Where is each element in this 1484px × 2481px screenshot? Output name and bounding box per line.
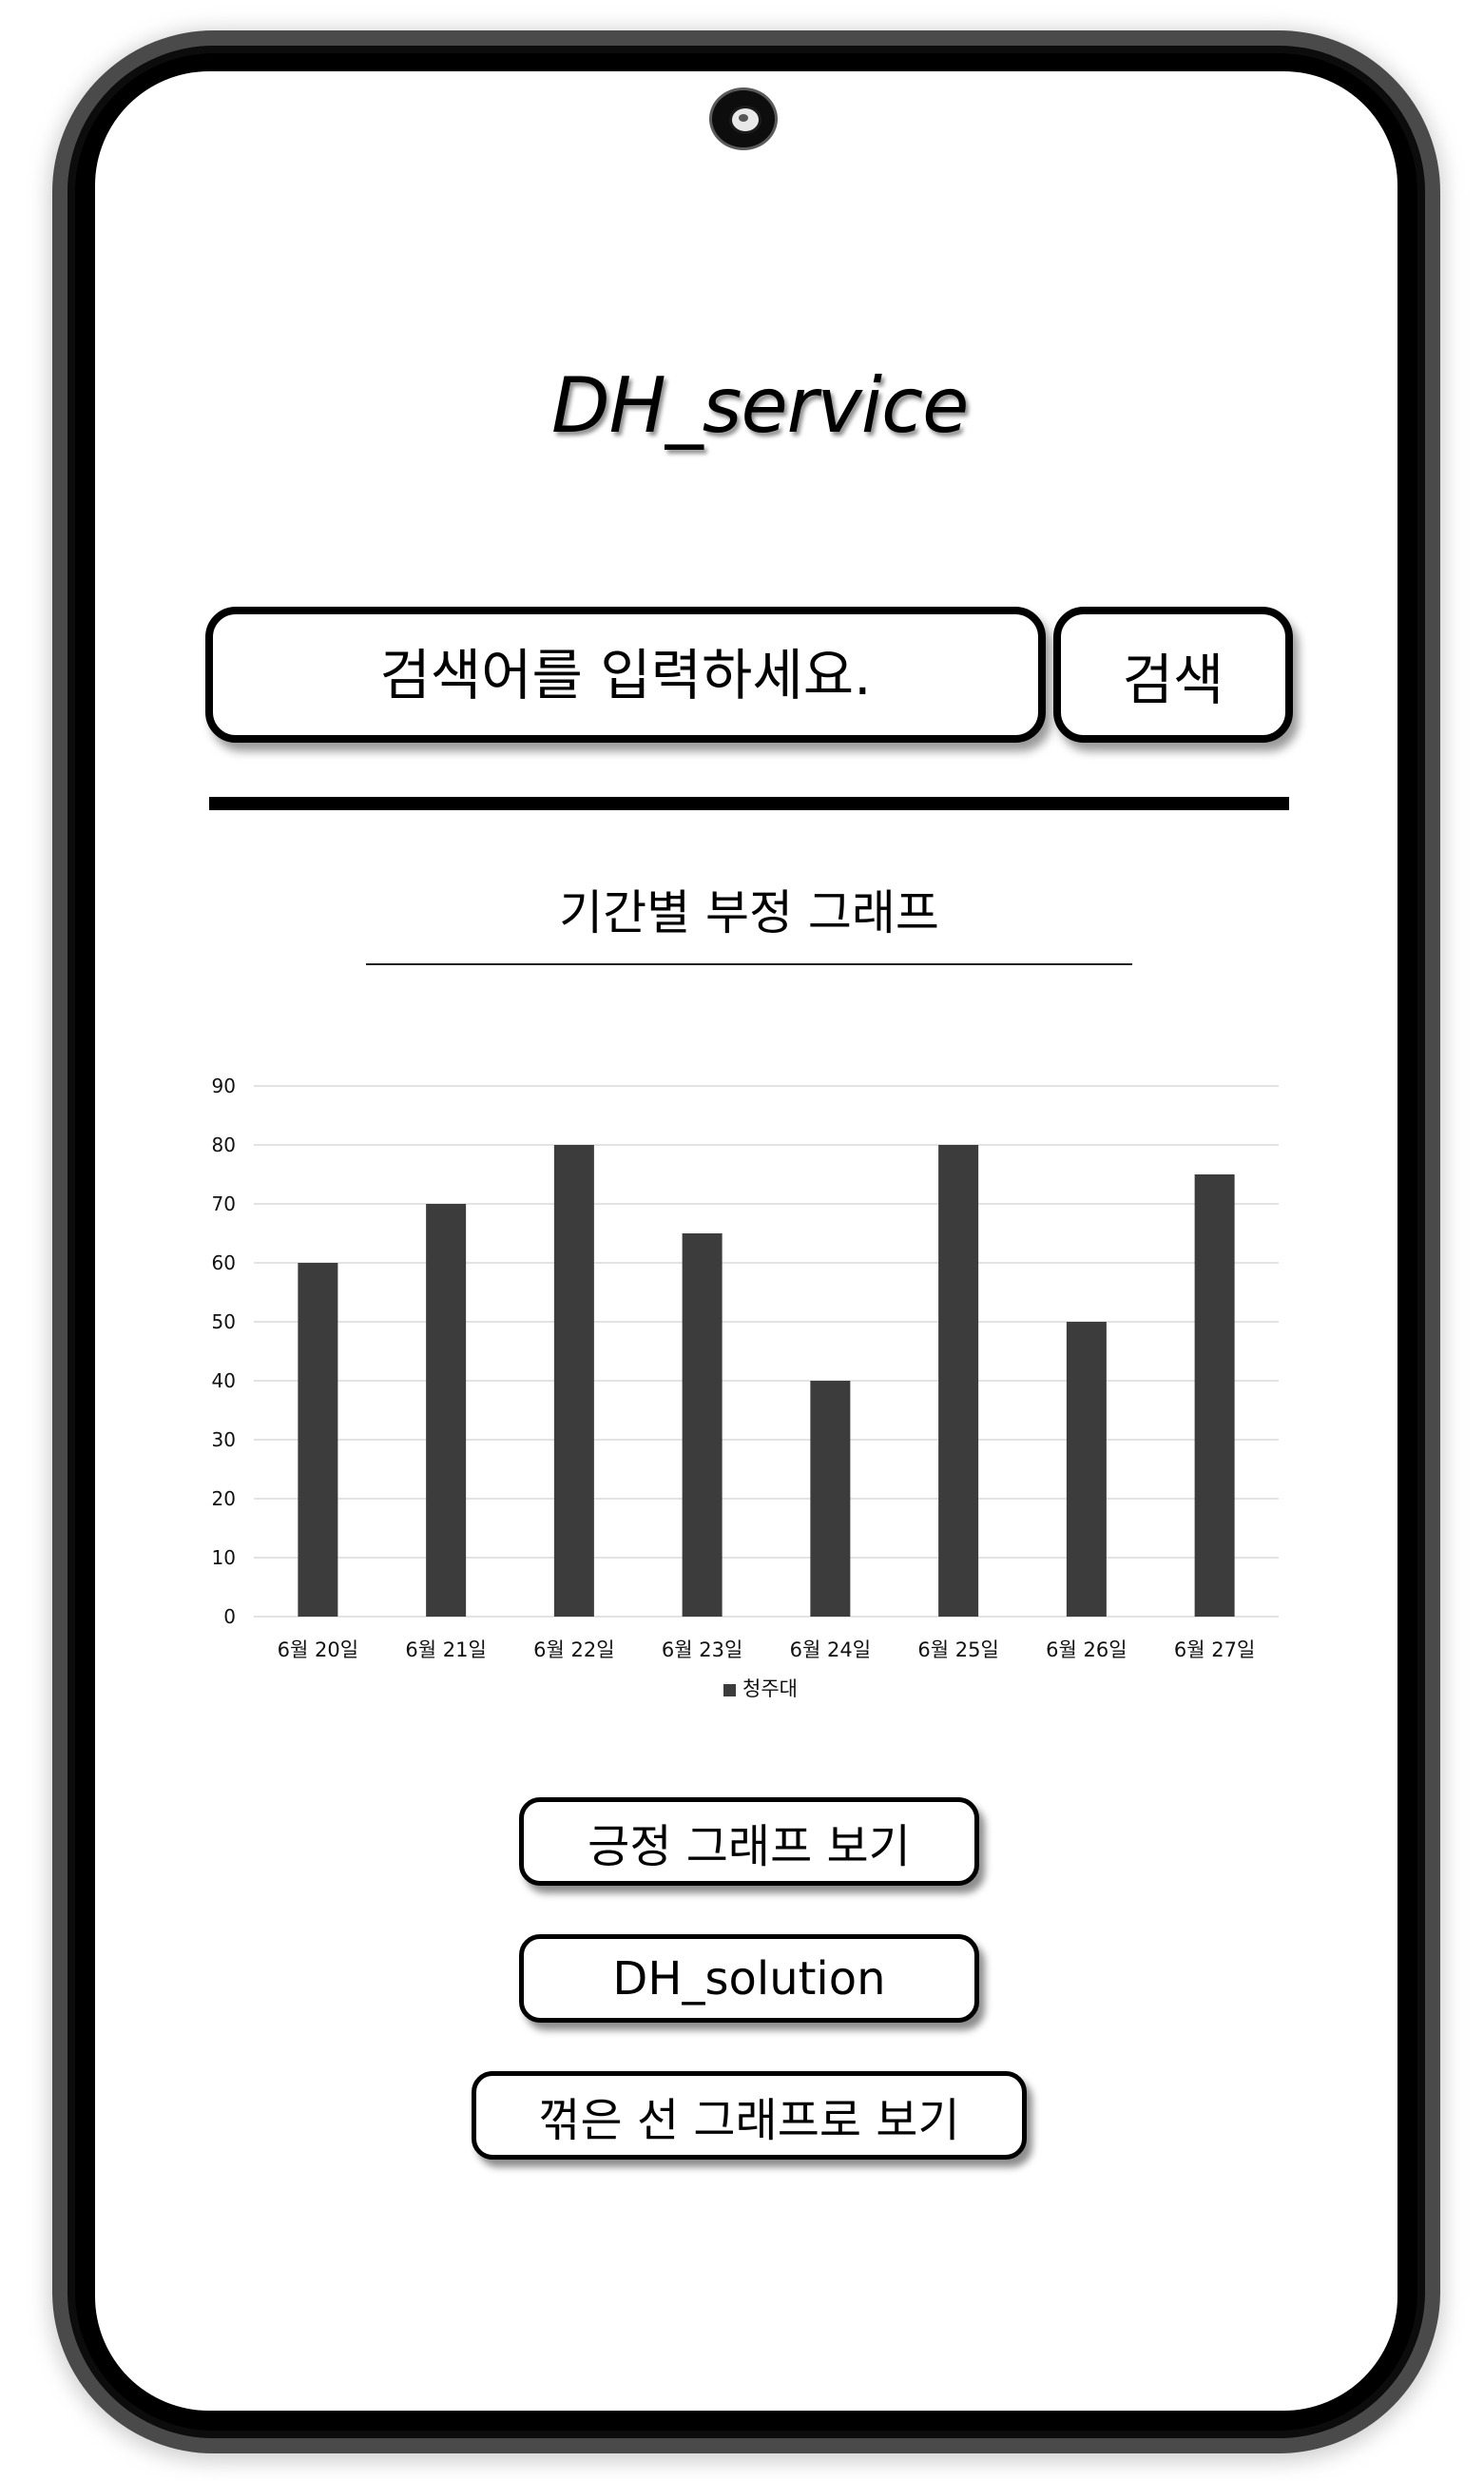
x-tick-label: 6월 26일	[1046, 1638, 1127, 1661]
bar-6월 23일	[682, 1233, 723, 1617]
x-tick-label: 6월 25일	[917, 1638, 998, 1661]
y-tick-label: 90	[212, 1075, 236, 1097]
search-box[interactable]	[205, 607, 1046, 743]
x-tick-label: 6월 27일	[1174, 1638, 1255, 1661]
y-tick-label: 30	[212, 1428, 236, 1451]
camera-lens	[729, 106, 761, 134]
view-positive-graph-button[interactable]: 긍정 그래프 보기	[519, 1797, 979, 1886]
bar-6월 21일	[426, 1204, 467, 1617]
negative-bar-chart: 0 10 20 30 40 50 60 70 80 90 6월 20일 6월 21일 6월 22일 6월 …	[212, 1075, 1279, 1700]
legend-swatch	[723, 1684, 736, 1696]
bar-6월 20일	[298, 1263, 338, 1617]
x-tick-label: 6월 24일	[790, 1638, 871, 1661]
y-tick-label: 60	[212, 1251, 236, 1274]
y-tick-label: 20	[212, 1487, 236, 1510]
chart-heading-underline	[366, 963, 1132, 965]
dh-solution-button[interactable]: DH_solution	[519, 1934, 979, 2023]
y-tick-label: 50	[212, 1310, 236, 1333]
bar-6월 25일	[938, 1145, 979, 1617]
y-tick-label: 0	[223, 1605, 236, 1628]
search-input[interactable]	[213, 613, 1038, 736]
view-line-graph-button[interactable]: 꺾은 선 그래프로 보기	[472, 2071, 1027, 2160]
y-tick-label: 10	[212, 1546, 236, 1569]
bar-6월 22일	[553, 1145, 594, 1617]
front-camera-icon	[712, 90, 775, 147]
section-divider	[209, 797, 1289, 810]
chart-heading: 기간별 부정 그래프	[559, 885, 939, 940]
x-tick-label: 6월 23일	[662, 1638, 742, 1661]
bar-6월 27일	[1194, 1174, 1235, 1617]
y-tick-label: 80	[212, 1134, 236, 1156]
x-tick-label: 6월 22일	[533, 1638, 614, 1661]
y-tick-label: 40	[212, 1369, 236, 1392]
camera-glint	[739, 114, 748, 122]
app-title: DH_service	[551, 361, 969, 450]
y-tick-label: 70	[212, 1192, 236, 1215]
bar-6월 24일	[810, 1381, 851, 1617]
search-button[interactable]: 검색	[1053, 607, 1293, 743]
x-tick-label: 6월 21일	[405, 1638, 486, 1661]
bar-6월 26일	[1066, 1322, 1107, 1617]
legend-label: 청주대	[742, 1677, 798, 1700]
x-tick-label: 6월 20일	[278, 1638, 358, 1661]
